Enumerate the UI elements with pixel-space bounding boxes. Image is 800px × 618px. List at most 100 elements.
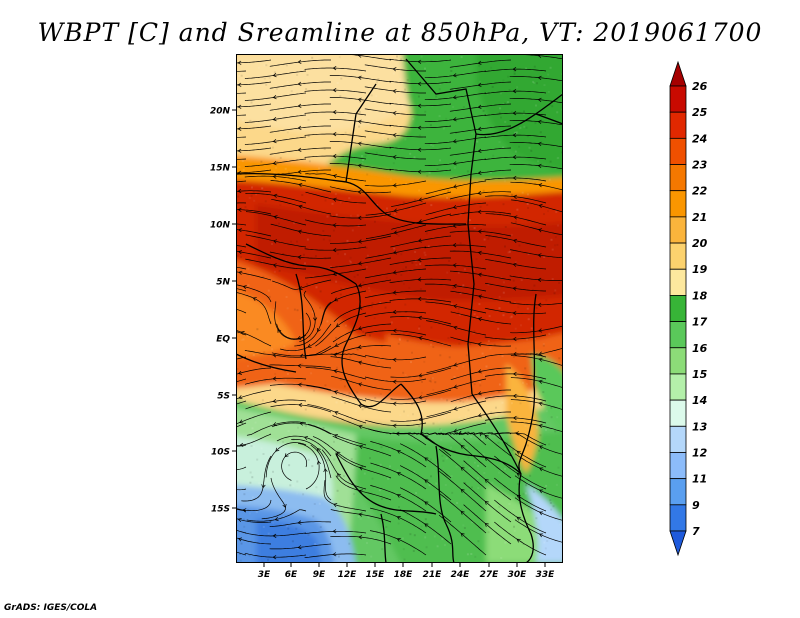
streamline-arrow [272, 117, 277, 122]
streamline-arrow [297, 363, 302, 368]
streamline [390, 411, 452, 422]
streamline-arrow [453, 362, 458, 367]
lon-label: 30E [508, 570, 528, 580]
colorbar-label: 26 [692, 80, 708, 93]
streamline [485, 195, 547, 204]
field-texture [236, 54, 563, 563]
streamline-arrow [239, 442, 244, 448]
streamline-arrow [477, 229, 482, 234]
streamline [236, 125, 272, 130]
streamline [236, 250, 272, 259]
colorbar-label: 23 [692, 159, 708, 172]
streamline-arrow [316, 448, 321, 452]
streamline [244, 532, 307, 537]
streamline-arrow [272, 95, 277, 100]
streamline [304, 155, 367, 160]
streamline-arrow [357, 189, 362, 195]
streamline-arrow [299, 421, 304, 426]
streamline-arrow [332, 153, 337, 159]
streamline-arrow [484, 434, 489, 439]
streamline [364, 108, 426, 116]
colorbar-swatch [669, 242, 687, 270]
streamline-arrow [333, 433, 339, 438]
streamline [484, 417, 547, 424]
streamline [330, 345, 392, 355]
streamline [397, 432, 452, 457]
streamline [510, 249, 563, 259]
streamline [323, 480, 367, 512]
streamline [510, 355, 563, 366]
streamline [241, 455, 272, 502]
streamline-arrow [538, 204, 543, 209]
streamline-arrow [452, 243, 457, 248]
streamline [244, 350, 307, 358]
streamline-arrow [333, 352, 338, 357]
streamline [332, 435, 392, 457]
lon-label: 21E [423, 570, 443, 580]
streamline [425, 301, 487, 314]
streamline [330, 509, 392, 523]
streamline [425, 202, 487, 216]
streamline-arrow [417, 59, 422, 64]
streamline-arrow [357, 283, 363, 288]
streamline [244, 552, 307, 558]
streamline [399, 509, 452, 545]
wbpt-field-map [236, 54, 563, 563]
streamline-arrow [357, 141, 362, 146]
streamline [270, 223, 332, 237]
temperature-fill-layer [236, 54, 563, 563]
streamline [236, 103, 272, 108]
streamline [304, 89, 367, 94]
streamline-arrow [516, 516, 521, 521]
streamline-arrow [452, 223, 457, 228]
streamline [304, 530, 367, 534]
streamline [236, 367, 272, 375]
colorbar-swatch [669, 111, 687, 139]
streamline-arrow [358, 535, 363, 540]
streamline [305, 367, 367, 380]
longitude-axis: 3E 6E 9E 12E 15E 18E 21E 24E 27E 30E 33E [258, 563, 555, 580]
streamline [485, 213, 547, 226]
streamline [484, 177, 547, 182]
streamline-arrow [513, 194, 518, 199]
streamline-arrow [298, 204, 303, 209]
streamline-arrow [538, 445, 544, 450]
streamline [426, 400, 487, 418]
streamline-arrow [358, 444, 363, 449]
streamline-arrow [417, 81, 422, 86]
colorbar-swatch [669, 425, 687, 453]
streamline [299, 290, 316, 343]
streamline [304, 219, 367, 227]
streamline-arrow [332, 223, 337, 228]
streamline-arrow [334, 410, 339, 415]
streamline-arrow [452, 139, 457, 144]
streamline [424, 244, 487, 249]
streamline [364, 311, 427, 317]
streamline [265, 442, 307, 478]
streamline-arrow [392, 67, 397, 72]
streamline-arrow [477, 148, 482, 153]
streamline [450, 270, 512, 281]
streamline-arrow [238, 270, 243, 275]
streamline-arrow [357, 239, 362, 244]
streamline-arrow [512, 371, 517, 377]
streamline-arrow [332, 197, 337, 202]
streamline [370, 462, 427, 490]
streamline-arrow [538, 401, 543, 406]
streamline [364, 330, 427, 336]
streamline [291, 438, 332, 479]
streamline [438, 448, 487, 490]
streamline [438, 514, 487, 556]
streamline-arrow [512, 111, 517, 116]
streamline-arrow [424, 501, 429, 506]
streamline [449, 230, 512, 237]
colorbar-label: 7 [692, 525, 700, 538]
streamline [425, 180, 487, 195]
streamline [389, 168, 452, 173]
streamline-arrow [237, 370, 242, 375]
streamline [510, 399, 563, 410]
streamline [510, 222, 563, 236]
streamline-arrow [272, 161, 277, 166]
streamline-arrow [336, 451, 341, 456]
streamline-arrow [452, 283, 457, 288]
